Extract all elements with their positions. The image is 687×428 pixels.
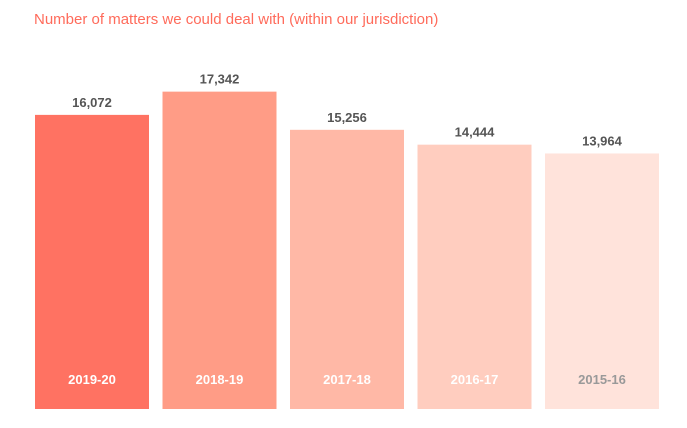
bar-2015-16 [545, 153, 659, 409]
value-label-2018-19: 17,342 [200, 72, 240, 87]
category-label-2018-19: 2018-19 [196, 372, 244, 387]
value-label-2015-16: 13,964 [582, 133, 623, 148]
value-label-2017-18: 15,256 [327, 110, 367, 125]
value-label-2019-20: 16,072 [72, 95, 112, 110]
chart-title: Number of matters we could deal with (wi… [34, 11, 438, 28]
bar-2017-18 [290, 129, 404, 410]
category-label-2019-20: 2019-20 [68, 372, 116, 387]
category-label-2017-18: 2017-18 [323, 372, 371, 387]
bar-2019-20 [35, 114, 149, 410]
bar-2018-19 [162, 91, 277, 409]
category-label-2015-16: 2015-16 [578, 372, 626, 387]
value-label-2016-17: 14,444 [455, 125, 496, 140]
category-label-2016-17: 2016-17 [451, 372, 499, 387]
bar-2016-17 [417, 144, 532, 409]
bars-group: 16,072 2019-20 17,342 2018-19 15,256 2017-18 1… [35, 72, 659, 410]
